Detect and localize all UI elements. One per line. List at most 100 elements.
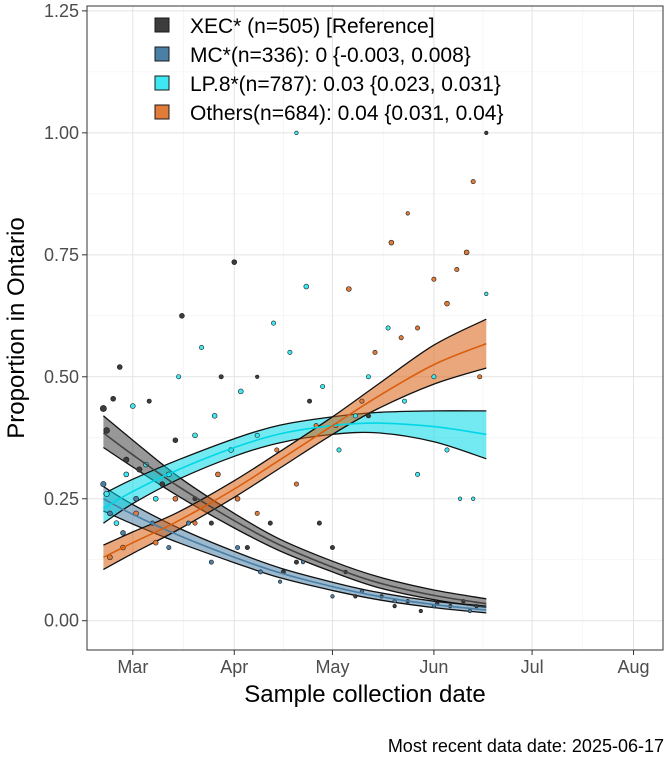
- point-lp8: [176, 374, 182, 380]
- point-lp8: [238, 388, 244, 395]
- point-lp8: [401, 398, 407, 404]
- point-xec: [208, 520, 214, 526]
- point-others: [405, 211, 410, 216]
- band-upper-lp8: [103, 410, 487, 495]
- legend-key-lp8: [154, 75, 170, 91]
- point-others: [359, 398, 365, 404]
- y-tick-label: 0.00: [44, 611, 79, 631]
- point-mc: [166, 545, 172, 551]
- point-xec: [329, 545, 335, 551]
- band-upper-others: [103, 318, 487, 546]
- fit-line-mc: [103, 498, 487, 611]
- y-tick-label: 0.25: [44, 489, 79, 509]
- point-lp8: [336, 447, 342, 453]
- legend-key-mc: [154, 46, 170, 62]
- legend: XEC* (n=505) [Reference] MC*(n=336): 0 {-…: [154, 15, 503, 125]
- point-xec: [110, 395, 116, 402]
- x-tick-label: Apr: [220, 657, 248, 677]
- point-mc: [100, 481, 107, 488]
- point-xec: [146, 398, 152, 404]
- point-lp8: [303, 283, 310, 290]
- point-mc: [107, 510, 113, 517]
- grid-major: [87, 6, 663, 650]
- point-lp8: [103, 490, 110, 497]
- point-xec: [484, 130, 489, 135]
- x-tick-label: Aug: [618, 657, 650, 677]
- point-others: [454, 266, 460, 272]
- band-upper-mc: [103, 486, 487, 607]
- point-lp8: [287, 349, 293, 355]
- fit-lines: [102, 342, 487, 611]
- point-lp8: [431, 374, 437, 380]
- point-lp8: [294, 130, 299, 135]
- point-others: [152, 539, 159, 546]
- y-tick-label: 0.75: [44, 245, 79, 265]
- point-mc: [277, 579, 283, 584]
- fit-line-lp8: [103, 422, 487, 510]
- confidence-bands: [102, 318, 487, 614]
- band-upper-xec: [102, 415, 487, 600]
- point-lp8: [484, 291, 489, 296]
- point-others: [463, 249, 470, 256]
- point-others: [172, 495, 179, 502]
- point-lp8: [254, 432, 260, 438]
- x-tick-label: May: [315, 657, 349, 677]
- point-lp8: [471, 496, 476, 501]
- point-lp8: [320, 384, 326, 390]
- point-xec: [116, 364, 123, 370]
- point-others: [346, 286, 352, 292]
- y-axis: 0.00 0.25 0.50 0.75 1.00 1.25: [44, 1, 87, 631]
- point-xec: [159, 481, 166, 487]
- band-lower-lp8: [103, 431, 487, 524]
- point-lp8: [271, 320, 277, 326]
- point-lp8: [199, 345, 205, 350]
- point-mc: [330, 594, 335, 599]
- legend-label-others: Others(n=684): 0.04 {0.031, 0.04}: [190, 102, 503, 125]
- point-lp8: [444, 447, 450, 453]
- x-tick-label: Jun: [419, 657, 448, 677]
- fit-line-others: [103, 342, 487, 559]
- point-xec: [474, 603, 479, 609]
- x-tick-label: Mar: [117, 657, 148, 677]
- band-lower-others: [103, 367, 487, 571]
- x-axis-title: Sample collection date: [244, 681, 485, 708]
- point-mc: [208, 559, 214, 565]
- point-xec: [316, 520, 322, 526]
- point-others: [398, 335, 404, 341]
- caption-most-recent-date: Most recent data date: 2025-06-17: [388, 736, 664, 756]
- point-xec: [307, 398, 313, 404]
- point-lp8: [152, 495, 159, 502]
- point-others: [234, 495, 241, 502]
- point-lp8: [113, 520, 120, 526]
- y-tick-label: 1.00: [44, 123, 79, 143]
- y-tick-label: 0.50: [44, 367, 79, 387]
- point-mc: [257, 569, 263, 575]
- point-xec: [392, 603, 397, 609]
- point-others: [215, 471, 221, 478]
- fit-line-xec: [102, 432, 487, 605]
- point-xec: [136, 466, 143, 473]
- point-others: [431, 276, 437, 282]
- point-others: [293, 481, 299, 487]
- y-tick-label: 1.25: [44, 1, 79, 21]
- y-axis-title: Proportion in Ontario: [3, 217, 30, 438]
- x-axis: Mar Apr May Jun Jul Aug: [117, 650, 650, 677]
- point-mc: [300, 560, 306, 565]
- point-lp8: [365, 374, 371, 380]
- point-xec: [293, 559, 299, 565]
- legend-key-others: [154, 104, 170, 120]
- point-mc: [185, 520, 191, 526]
- x-tick-label: Jul: [521, 657, 544, 677]
- point-mc: [235, 545, 241, 551]
- point-others: [470, 179, 476, 185]
- point-xec: [353, 594, 358, 599]
- point-xec: [244, 545, 250, 551]
- point-others: [372, 349, 378, 355]
- point-lp8: [192, 432, 198, 439]
- point-xec: [179, 313, 185, 319]
- point-others: [415, 325, 421, 331]
- point-xec: [267, 520, 273, 526]
- point-xec: [231, 259, 238, 265]
